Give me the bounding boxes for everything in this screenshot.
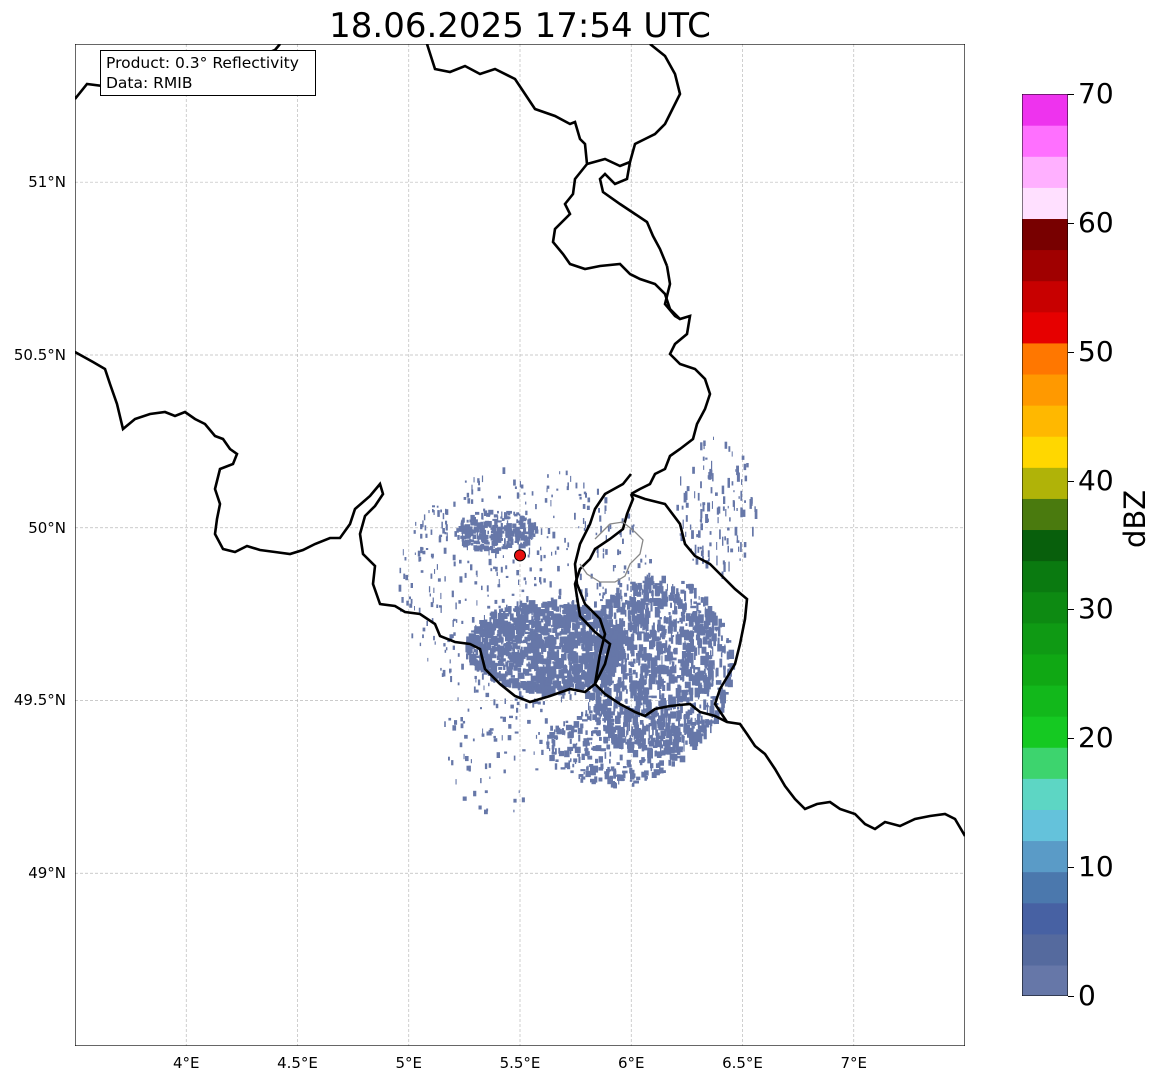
border-lu <box>594 683 965 837</box>
radar-map[interactable] <box>75 44 965 1046</box>
data-source-label: Data: RMIB <box>106 74 193 92</box>
lat-tick-label: 51°N <box>28 173 66 192</box>
lat-tick-label: 50.5°N <box>13 345 66 364</box>
lon-tick-label: 5.5°E <box>499 1054 541 1072</box>
colorbar-cell-4 <box>1022 840 1068 873</box>
colorbar-tick-label: 10 <box>1078 850 1114 884</box>
colorbar-cells <box>1022 94 1068 996</box>
colorbar-tick-mark <box>1068 738 1074 740</box>
colorbar-cell-15 <box>1022 498 1068 531</box>
lon-tick-label: 4°E <box>172 1054 200 1072</box>
colorbar-cell-10 <box>1022 653 1068 686</box>
colorbar-cell-7 <box>1022 747 1068 779</box>
colorbar-tick-label: 50 <box>1078 334 1114 368</box>
lon-tick-label: 6°E <box>617 1054 645 1072</box>
colorbar-cell-21 <box>1022 311 1068 344</box>
colorbar-tick-label: 40 <box>1078 463 1114 497</box>
colorbar-cell-26 <box>1022 156 1068 188</box>
colorbar-tick-label: 60 <box>1078 205 1114 239</box>
lon-tick-label: 5°E <box>395 1054 423 1072</box>
colorbar-tick-mark <box>1068 222 1074 224</box>
colorbar-cell-11 <box>1022 622 1068 655</box>
border-be-lu <box>573 473 633 685</box>
colorbar-tick-mark <box>1068 94 1074 95</box>
colorbar-tick-label: 70 <box>1078 77 1114 110</box>
colorbar-tick-mark <box>1068 480 1074 482</box>
colorbar-cell-25 <box>1022 187 1068 220</box>
colorbar-tick-mark <box>1068 351 1074 353</box>
colorbar-cell-13 <box>1022 560 1068 593</box>
colorbar-cell-22 <box>1022 280 1068 313</box>
lat-tick-label: 49°N <box>28 864 66 883</box>
colorbar <box>1022 94 1068 996</box>
colorbar-tick-mark <box>1068 609 1074 611</box>
colorbar-cell-2 <box>1022 902 1068 935</box>
colorbar-cell-28 <box>1022 94 1068 126</box>
colorbar-label: dBZ <box>1118 489 1152 548</box>
colorbar-cell-3 <box>1022 871 1068 904</box>
colorbar-tick-label: 30 <box>1078 592 1114 626</box>
border-nl-de-limburg <box>586 157 669 267</box>
colorbar-cell-8 <box>1022 716 1068 748</box>
colorbar-cell-20 <box>1022 342 1068 375</box>
colorbar-cell-1 <box>1022 933 1068 966</box>
gridlines <box>75 44 965 1046</box>
lon-tick-label: 4.5°E <box>277 1054 318 1072</box>
colorbar-cell-12 <box>1022 591 1068 624</box>
colorbar-cell-5 <box>1022 809 1068 842</box>
lon-tick-label: 7°E <box>840 1054 868 1072</box>
colorbar-cell-0 <box>1022 964 1068 996</box>
product-label: Product: 0.3° Reflectivity <box>106 54 299 72</box>
colorbar-cell-16 <box>1022 467 1068 499</box>
border-nl-be-east <box>425 44 712 496</box>
colorbar-cell-18 <box>1022 405 1068 437</box>
radar-echoes <box>398 436 758 815</box>
map-title: 18.06.2025 17:54 UTC <box>329 6 711 46</box>
region-border <box>579 521 644 583</box>
lat-tick-label: 49.5°N <box>13 691 66 710</box>
radar-site-marker[interactable] <box>514 549 526 562</box>
colorbar-cell-17 <box>1022 436 1068 468</box>
border-de-lu-east <box>630 265 749 723</box>
colorbar-cell-6 <box>1022 778 1068 810</box>
border-nl-de-north <box>628 44 682 163</box>
colorbar-cell-24 <box>1022 218 1068 251</box>
lon-tick-label: 6.5°E <box>722 1054 763 1072</box>
colorbar-tick-mark <box>1068 867 1074 869</box>
lat-tick-label: 50°N <box>28 518 66 537</box>
info-box: Product: 0.3° Reflectivity Data: RMIB <box>100 50 316 96</box>
map-canvas <box>75 44 965 1046</box>
colorbar-cell-27 <box>1022 125 1068 157</box>
colorbar-tick-mark <box>1068 996 1074 997</box>
colorbar-cell-9 <box>1022 684 1068 717</box>
border-be-fr <box>75 350 635 704</box>
colorbar-tick-label: 20 <box>1078 721 1114 755</box>
colorbar-cell-23 <box>1022 249 1068 282</box>
colorbar-cell-14 <box>1022 529 1068 562</box>
colorbar-cell-19 <box>1022 373 1068 406</box>
colorbar-tick-label: 0 <box>1078 979 1096 1012</box>
